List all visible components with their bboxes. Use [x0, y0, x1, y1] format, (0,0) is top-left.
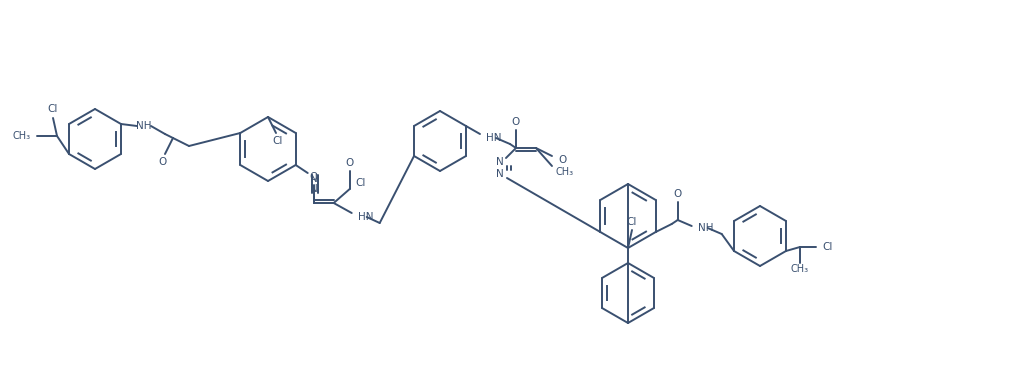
Text: CH₃: CH₃ [791, 264, 810, 274]
Text: HN: HN [486, 133, 501, 143]
Text: N: N [496, 157, 504, 167]
Text: N: N [310, 174, 317, 184]
Text: O: O [558, 155, 566, 165]
Text: CH₃: CH₃ [556, 167, 575, 177]
Text: O: O [309, 172, 318, 182]
Text: NH: NH [136, 121, 152, 131]
Text: N: N [310, 184, 317, 194]
Text: N: N [496, 169, 504, 179]
Text: CH₃: CH₃ [13, 131, 32, 141]
Text: O: O [673, 189, 681, 199]
Text: O: O [159, 157, 167, 167]
Text: O: O [346, 158, 354, 168]
Text: Cl: Cl [273, 136, 283, 146]
Text: HN: HN [358, 212, 373, 222]
Text: O: O [512, 117, 520, 127]
Text: Cl: Cl [48, 104, 58, 114]
Text: Cl: Cl [822, 242, 832, 252]
Text: NH: NH [698, 223, 713, 233]
Text: Cl: Cl [356, 178, 366, 188]
Text: Cl: Cl [626, 217, 638, 227]
